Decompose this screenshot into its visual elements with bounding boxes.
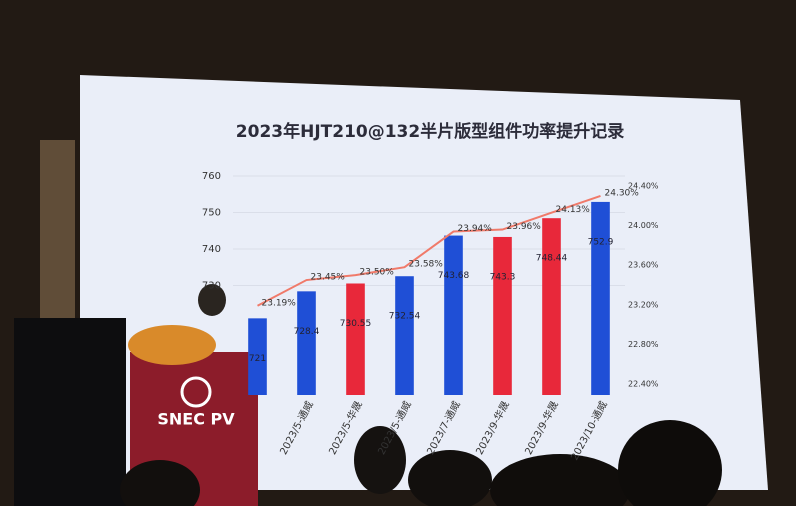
y-tick-label: 730	[202, 281, 221, 292]
bar	[542, 218, 561, 395]
bar	[395, 276, 414, 395]
bar-value-label: 721	[249, 354, 266, 364]
bar	[444, 235, 463, 395]
bar-value-label: 730.55	[340, 319, 372, 329]
line-value-label: 23.96%	[507, 222, 542, 232]
bar-value-label: 752.9	[588, 237, 614, 247]
bar	[248, 318, 267, 395]
line-value-label: 23.19%	[262, 298, 297, 308]
bar-value-label: 732.54	[389, 312, 421, 322]
speaker-box	[14, 318, 126, 506]
bar-value-label: 743.3	[490, 272, 516, 282]
y2-tick-label: 22.80%	[628, 340, 659, 349]
audience-head	[618, 420, 722, 506]
bar	[346, 283, 365, 395]
chart-title: 2023年HJT210@132半片版型组件功率提升记录	[236, 121, 624, 142]
flowers	[128, 325, 216, 365]
line-value-label: 24.13%	[556, 205, 591, 215]
y2-tick-label: 24.40%	[628, 182, 659, 191]
bar	[493, 236, 512, 395]
y-tick-label: 740	[202, 244, 221, 255]
line-value-label: 23.45%	[311, 273, 346, 283]
y-tick-label: 750	[202, 208, 221, 219]
line-value-label: 23.94%	[458, 224, 493, 234]
wall-light	[40, 140, 75, 320]
y2-tick-label: 24.00%	[628, 221, 659, 230]
bar-value-label: 743.68	[438, 271, 470, 281]
audience-head	[490, 454, 630, 506]
y2-tick-label: 23.20%	[628, 300, 659, 309]
signage: SNEC PV	[157, 410, 235, 429]
audience-head	[408, 450, 492, 506]
bar	[297, 291, 316, 395]
bar	[591, 201, 610, 395]
audience-head	[354, 426, 406, 494]
y2-tick-label: 22.40%	[628, 380, 659, 389]
line	[257, 194, 601, 307]
y2-tick-label: 23.60%	[628, 261, 659, 270]
line-value-label: 23.50%	[360, 268, 395, 278]
y-tick-label: 760	[202, 171, 221, 182]
speaker-head	[198, 284, 226, 316]
bar-value-label: 748.44	[536, 254, 568, 264]
logo-ring	[180, 376, 212, 408]
bar-value-label: 728.4	[294, 327, 320, 337]
line-value-label: 23.58%	[409, 260, 444, 270]
audience-head	[120, 460, 200, 506]
line-value-label: 24.30%	[605, 188, 640, 198]
